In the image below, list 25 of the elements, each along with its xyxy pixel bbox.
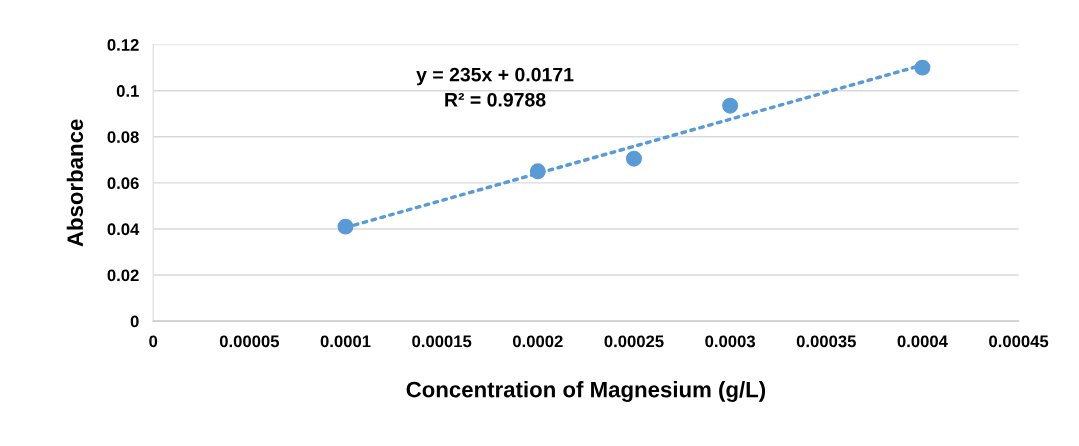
x-tick-label: 0.00015	[412, 335, 472, 348]
point	[914, 59, 931, 76]
x-axis-title: Concentration of Magnesium (g/L)	[406, 381, 766, 402]
annotation: y = 235x + 0.0171 R² = 0.9788	[416, 67, 574, 107]
y-tick-label: 0.12	[107, 39, 139, 51]
x-tick-label: 0.0001	[320, 335, 371, 348]
x-tick-label: 0.00005	[219, 335, 280, 348]
y-tick-label: 0.06	[107, 177, 139, 190]
point	[722, 97, 739, 114]
x-tick-label: 0.00035	[796, 335, 856, 348]
y-tick-label: 0.1	[116, 85, 139, 97]
y-tick-label: 0.04	[107, 223, 140, 236]
y-tick-label: 0.08	[107, 131, 139, 143]
x-tick-label: 0.00045	[989, 335, 1049, 348]
x-tick-label: 0.0004	[897, 335, 948, 348]
point	[337, 218, 354, 235]
point	[625, 150, 642, 167]
x-tick-label: 0.0002	[512, 335, 563, 348]
x-tick-label: 0.0003	[705, 335, 756, 348]
x-tick-label: 0.00025	[604, 335, 664, 348]
y-tick-label: 0	[130, 315, 139, 328]
y-tick-label: 0.02	[107, 269, 139, 282]
y-axis-title: Absorbance	[66, 119, 84, 247]
point	[529, 163, 546, 180]
x-tick-label: 0	[149, 335, 158, 348]
